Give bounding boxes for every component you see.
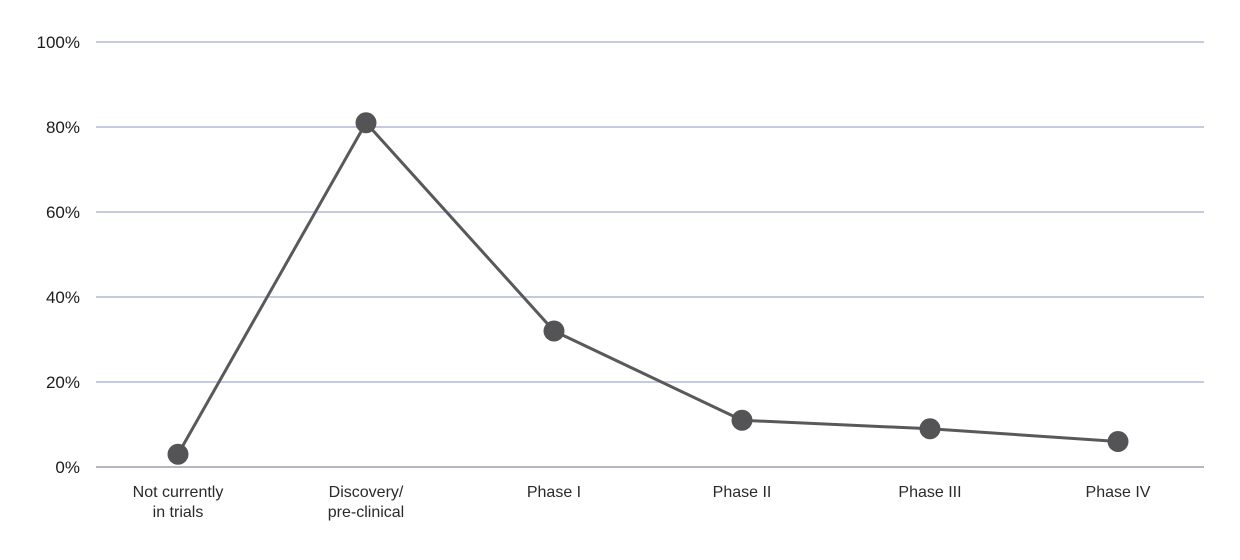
y-axis-tick-label: 40% [46, 288, 80, 307]
x-axis-category-label: Phase II [713, 484, 772, 501]
y-axis-tick-label: 80% [46, 118, 80, 137]
data-point [167, 443, 189, 465]
y-axis-tick-label: 60% [46, 203, 80, 222]
data-point [731, 409, 753, 431]
x-axis-category-label: Not currently [133, 484, 224, 501]
y-axis-tick-label: 0% [55, 458, 80, 477]
data-point [355, 112, 377, 134]
data-point [1107, 431, 1129, 452]
series-line [176, 121, 1120, 456]
x-axis-category-label: Phase III [898, 484, 961, 501]
x-axis-category-label: Discovery/ [329, 484, 404, 501]
x-axis-category-label: Phase I [527, 484, 581, 501]
y-axis-tick-label: 100% [37, 33, 80, 52]
data-point [919, 418, 941, 440]
x-axis-category-label: Phase IV [1086, 484, 1151, 501]
data-point [543, 320, 565, 342]
x-axis-category-label: in trials [153, 504, 204, 521]
y-axis-tick-label: 20% [46, 373, 80, 392]
x-axis-category-label: pre-clinical [328, 504, 404, 521]
